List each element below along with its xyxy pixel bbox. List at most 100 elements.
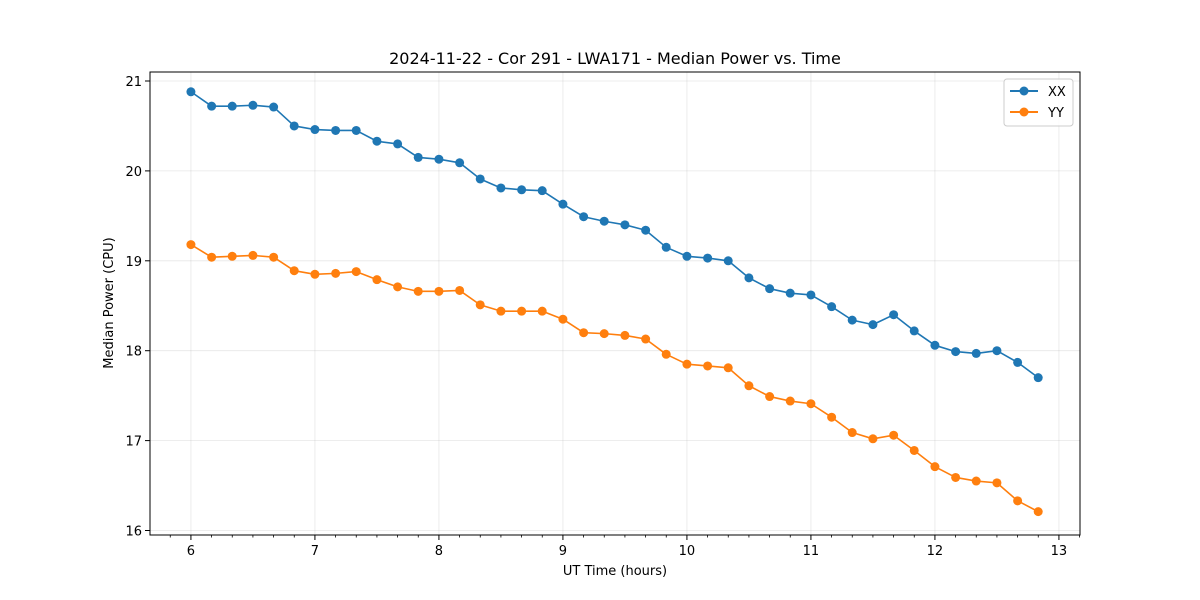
series-yy-point: [806, 399, 816, 409]
series-yy-point: [909, 445, 919, 455]
grid: [150, 72, 1080, 535]
series-xx-point: [703, 253, 713, 263]
series-yy-point: [930, 462, 940, 472]
series-xx-point: [372, 136, 382, 146]
series-xx-point: [475, 174, 485, 184]
series-xx-point: [351, 125, 361, 135]
series-xx-point: [434, 154, 444, 164]
series-xx-point: [661, 242, 671, 252]
x-tick-label: 12: [927, 544, 944, 559]
series-yy-point: [847, 428, 857, 438]
series-yy-point: [186, 240, 196, 250]
legend-xx-marker: [1019, 86, 1029, 96]
y-tick-label: 19: [125, 255, 142, 270]
series-xx-point: [413, 152, 423, 162]
series-yy-point: [351, 267, 361, 277]
x-tick-label: 10: [679, 544, 696, 559]
series-yy-point: [682, 359, 692, 369]
y-tick-label: 20: [125, 165, 142, 180]
x-axis-label: UT Time (hours): [563, 564, 667, 579]
series-yy-point: [310, 269, 320, 279]
series-yy-point: [331, 268, 341, 278]
legend: XX YY: [1003, 78, 1074, 127]
series-yy-point: [269, 252, 279, 262]
series-xx-point: [827, 302, 837, 312]
x-tick-label: 13: [1051, 544, 1068, 559]
plot-frame: [149, 71, 1081, 536]
series-yy-point: [765, 392, 775, 402]
series-yy-point: [951, 472, 961, 482]
series-yy-point: [475, 300, 485, 310]
series-xx-point: [248, 100, 258, 110]
ticks: 6 7 8 9 10 11 12 13 16 17 18 19 20 21: [125, 75, 1080, 559]
series-yy-point: [599, 329, 609, 339]
x-tick-label: 11: [803, 544, 820, 559]
series-yy-point: [372, 275, 382, 285]
series-yy-point: [992, 478, 1002, 488]
series-xx-point: [868, 320, 878, 330]
series-xx-point: [765, 284, 775, 294]
series-xx-point: [227, 101, 237, 111]
series-xx-point: [889, 310, 899, 320]
series-yy-point: [289, 266, 299, 276]
series-yy-point: [827, 412, 837, 422]
series-layer: [186, 87, 1043, 517]
legend-xx-label: XX: [1048, 85, 1066, 100]
series-yy-point: [785, 396, 795, 406]
series-yy-point: [579, 328, 589, 338]
series-xx-point: [641, 225, 651, 235]
y-axis-label: Median Power (CPU): [102, 237, 117, 368]
series-xx-point: [744, 273, 754, 283]
series-yy-point: [496, 306, 506, 316]
y-tick-label: 18: [125, 345, 142, 360]
series-xx-point: [455, 158, 465, 168]
series-yy-point: [723, 363, 733, 373]
series-yy-point: [434, 286, 444, 296]
series-xx-point: [289, 121, 299, 131]
series-xx-point: [992, 346, 1002, 356]
series-xx-point: [1013, 357, 1023, 367]
legend-yy-marker: [1019, 107, 1029, 117]
series-yy-point: [661, 349, 671, 359]
series-xx-point: [186, 87, 196, 97]
series-yy-point: [558, 314, 568, 324]
series-xx-point: [207, 101, 217, 111]
series-xx-point: [310, 125, 320, 135]
x-tick-label: 8: [435, 544, 443, 559]
x-tick-label: 6: [187, 544, 195, 559]
series-yy-point: [1033, 507, 1043, 517]
series-xx-point: [785, 288, 795, 298]
series-yy-point: [455, 285, 465, 295]
series-yy-point: [227, 251, 237, 261]
chart-title: 2024-11-22 - Cor 291 - LWA171 - Median P…: [389, 49, 841, 68]
series-xx-point: [682, 251, 692, 261]
series-yy-point: [703, 361, 713, 371]
series-xx-point: [951, 347, 961, 357]
series-yy-point: [641, 334, 651, 344]
y-tick-label: 16: [125, 525, 142, 540]
series-yy-point: [868, 434, 878, 444]
series-yy-point: [207, 252, 217, 262]
series-yy-point: [889, 430, 899, 440]
series-yy-point: [1013, 496, 1023, 506]
series-xx-point: [558, 199, 568, 209]
series-xx-point: [930, 340, 940, 350]
series-yy-point: [393, 282, 403, 292]
series-xx-point: [393, 139, 403, 149]
series-yy-point: [971, 476, 981, 486]
series-yy-point: [517, 306, 527, 316]
series-xx-point: [620, 220, 630, 230]
series-xx-point: [537, 186, 547, 196]
series-xx-point: [1033, 373, 1043, 383]
series-xx-point: [517, 185, 527, 195]
series-yy-point: [413, 286, 423, 296]
series-xx-point: [269, 102, 279, 112]
legend-yy-label: YY: [1047, 106, 1064, 121]
series-xx-point: [723, 256, 733, 266]
series-xx-point: [331, 125, 341, 135]
series-xx-point: [909, 326, 919, 336]
y-tick-label: 17: [125, 435, 142, 450]
series-yy-point: [744, 381, 754, 391]
